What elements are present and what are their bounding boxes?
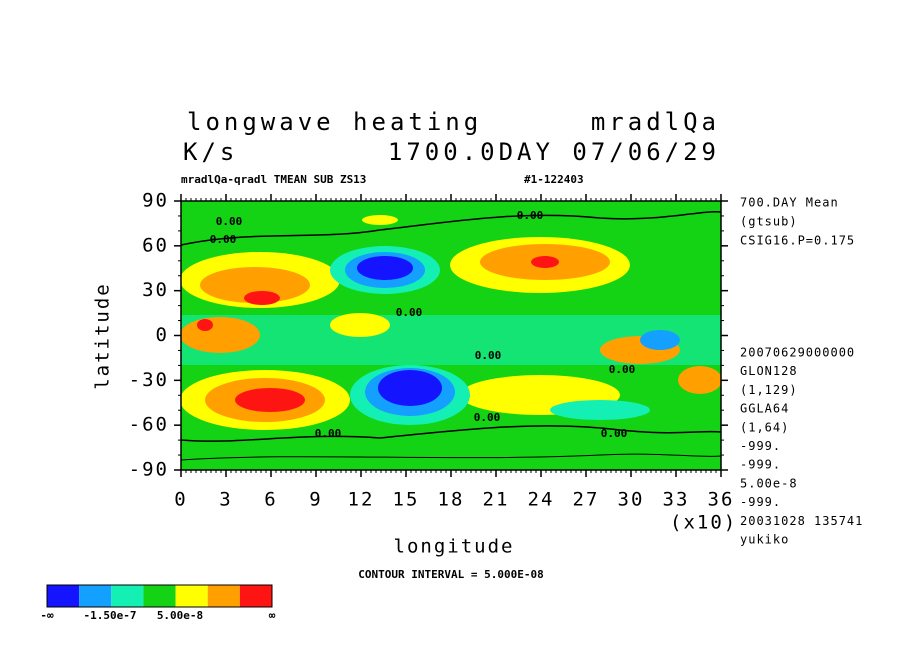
colorbar-swatch [207,585,240,607]
annotation: GGLA64 [740,402,789,416]
x-tick-label: 12 [348,489,375,511]
x-tick-label: 15 [393,489,420,511]
contour-label: 0.00 [517,209,544,222]
annotation: (gtsub) [740,215,798,229]
y-label: latitude [92,282,114,390]
annotation: (1,129) [740,383,798,397]
units: K/s [183,138,238,166]
contour-label: 0.00 [396,306,423,319]
x-tick-label: 9 [309,489,322,511]
contour-label: 0.00 [475,349,502,362]
field [181,201,721,470]
y-tick-label: 60 [142,234,169,256]
colorbar-swatch [47,585,80,607]
x-tick-label: 3 [219,489,232,511]
x-tick-label: 18 [438,489,465,511]
colorbar-label: -1.50e-7 [84,609,137,622]
colorbar-label: 5.00e-8 [157,609,203,622]
x-tick-label: 24 [528,489,555,511]
colorbar-swatch [79,585,112,607]
annotation: GLON128 [740,364,798,378]
run-id: #1-122403 [524,173,584,186]
annotation: (1,64) [740,420,789,434]
x-tick-label: 30 [618,489,645,511]
contour-label: 0.00 [315,427,342,440]
y-tick-label: -30 [129,369,169,391]
time: 1700.0DAY 07/06/29 [388,138,720,166]
annotation: 700.DAY Mean [740,196,839,210]
annotation: 20070629000000 [740,346,855,360]
annotation: yukiko [740,533,789,547]
y-tick-label: -60 [129,414,169,436]
annotation: -999. [740,439,781,453]
annotation: CSIG16.P=0.175 [740,234,855,248]
title: longwave heating [187,108,482,136]
x-tick-label: 27 [573,489,600,511]
colorbar-swatch [175,585,208,607]
colorbar-label: ∞ [269,609,276,622]
variable: mradlQa [591,108,720,136]
x-tick-label: 6 [264,489,277,511]
contour-label: 0.00 [474,411,501,424]
subtitle: mradlQa-qradl TMEAN SUB ZS13 [181,173,366,186]
colorbar-swatch [239,585,272,607]
x-label: longitude [394,536,515,558]
contour-label: 0.00 [601,427,628,440]
y-tick-label: -90 [129,459,169,481]
annotation: -999. [740,458,781,472]
colorbar-swatch [143,585,176,607]
x-tick-label: 0 [174,489,187,511]
y-tick-label: 30 [142,279,169,301]
annotation: 20031028 135741 [740,514,863,528]
x-multiplier: (x10) [670,512,737,534]
colorbar-label: -∞ [40,609,54,622]
contour-interval: CONTOUR INTERVAL = 5.000E-08 [358,568,543,581]
y-tick-label: 90 [142,190,169,212]
contour-label: 0.00 [216,215,243,228]
colorbar-swatch [111,585,144,607]
colorbar-frame [46,584,273,608]
annotation: 5.00e-8 [740,476,798,490]
contour-label: 0.00 [210,233,237,246]
y-tick-label: 0 [156,324,169,346]
annotation: -999. [740,495,781,509]
x-tick-label: 33 [663,489,690,511]
contour-label: 0.00 [609,363,636,376]
x-tick-label: 21 [483,489,510,511]
x-tick-label: 36 [708,489,735,511]
